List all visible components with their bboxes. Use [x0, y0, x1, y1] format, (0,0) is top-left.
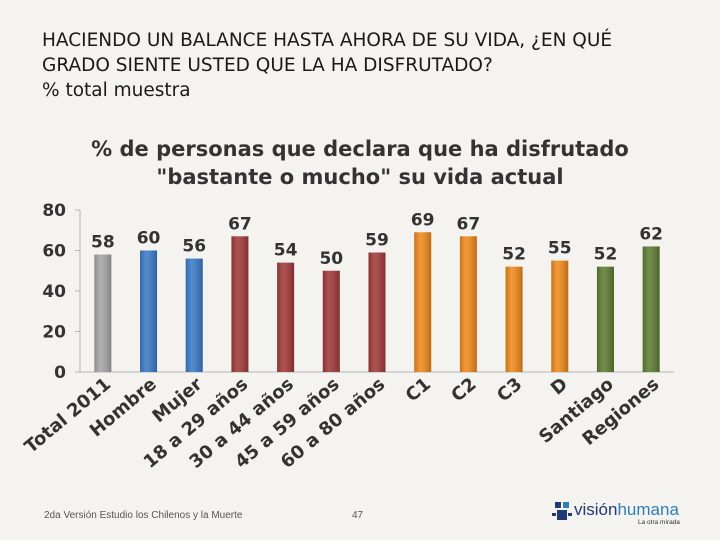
y-tick-label: 40	[42, 282, 66, 302]
data-label: 67	[228, 214, 252, 234]
logo-wordmark: visiónhumana	[574, 500, 679, 520]
bar-shading	[231, 236, 249, 372]
bar-shading	[505, 266, 523, 372]
data-label: 58	[91, 233, 115, 253]
bar-shading	[94, 254, 112, 372]
data-label: 52	[594, 245, 618, 265]
bar-shading	[459, 236, 477, 372]
y-tick-label: 80	[42, 201, 66, 221]
data-label: 67	[457, 214, 481, 234]
bar-shading	[642, 246, 660, 372]
bar-shading	[277, 262, 295, 372]
y-tick-label: 0	[54, 363, 66, 383]
logo-tagline: La otra mirada	[638, 519, 680, 526]
category-label: C1	[402, 374, 435, 407]
bar-shading	[140, 250, 158, 372]
data-label: 55	[548, 239, 572, 259]
slide-title: HACIENDO UN BALANCE HASTA AHORA DE SU VI…	[42, 28, 692, 103]
data-label: 54	[274, 241, 298, 261]
bar-shading	[185, 258, 203, 372]
bar-chart: % de personas que declara que ha disfrut…	[21, 137, 674, 473]
bar-shading	[368, 252, 386, 372]
data-label: 62	[639, 224, 663, 244]
logo-wordmark-part-2: humana	[617, 500, 679, 519]
data-label: 69	[411, 210, 435, 230]
bar-shading	[414, 232, 432, 372]
chart-title-line-2: "bastante o mucho" su vida actual	[156, 165, 563, 189]
category-label: C2	[447, 374, 480, 407]
y-tick-label: 60	[42, 242, 66, 262]
chart-title-line-1: % de personas que declara que ha disfrut…	[91, 137, 629, 161]
y-tick-label: 20	[42, 323, 66, 343]
data-label: 59	[365, 231, 389, 251]
bar-shading	[551, 260, 569, 372]
data-label: 52	[502, 245, 526, 265]
bar-shading	[596, 266, 614, 372]
bar-shading	[322, 270, 340, 372]
page-number: 47	[352, 510, 364, 521]
data-label: 60	[137, 229, 161, 249]
logo-wordmark-part-1: visión	[574, 500, 618, 519]
slide-title-line-1: HACIENDO UN BALANCE HASTA AHORA DE SU VI…	[42, 30, 613, 51]
data-label: 56	[182, 237, 206, 257]
vision-humana-logo: visiónhumana La otra mirada	[552, 498, 692, 528]
category-label: D	[547, 374, 572, 400]
slide-title-line-2: GRADO SIENTE USTED QUE LA HA DISFRUTADO?	[42, 55, 493, 76]
slide-title-line-3: % total muestra	[42, 80, 191, 101]
logo-figure-icon	[552, 502, 572, 520]
data-label: 50	[319, 249, 343, 269]
category-label: C3	[493, 374, 526, 407]
footer-source: 2da Versión Estudio los Chilenos y la Mu…	[44, 510, 243, 521]
